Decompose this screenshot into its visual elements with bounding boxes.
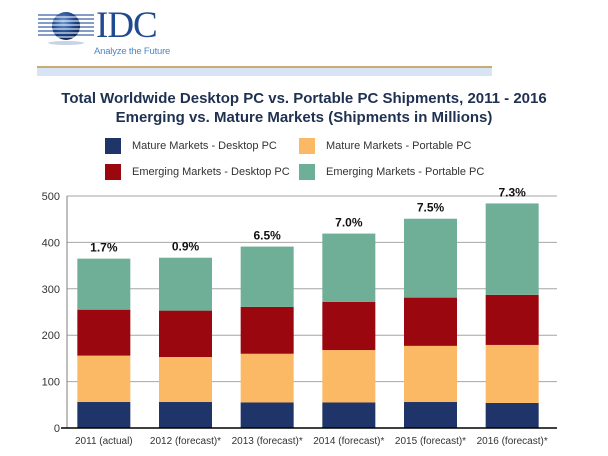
bar-segment [404, 218, 457, 298]
x-tick-label: 2011 (actual) [75, 436, 133, 447]
legend-item-emerging-portable: Emerging Markets - Portable PC [299, 164, 484, 180]
header-band [37, 68, 492, 76]
legend-label: Emerging Markets - Desktop PC [132, 166, 290, 178]
bar-segment [77, 402, 131, 428]
x-tick-label: 2013 (forecast)* [232, 436, 303, 447]
growth-label: 7.3% [498, 185, 526, 199]
bar-segment [404, 297, 457, 346]
globe-icon [38, 12, 94, 45]
bar-segment [159, 310, 212, 358]
bar-segment [77, 309, 131, 356]
bar-segment [322, 350, 376, 403]
bar-segment [240, 402, 294, 428]
growth-label: 6.5% [253, 229, 281, 243]
bar-segment [77, 258, 131, 310]
growth-label: 7.0% [335, 216, 363, 230]
legend-item-mature-desktop: Mature Markets - Desktop PC [105, 138, 277, 154]
chart-title-block: Total Worldwide Desktop PC vs. Portable … [0, 89, 608, 127]
legend-label: Emerging Markets - Portable PC [326, 166, 485, 178]
x-tick-label: 2015 (forecast)* [395, 436, 466, 447]
bar-segment [404, 345, 457, 403]
bar-segment [77, 355, 131, 403]
logo-wordmark: IDC [96, 5, 158, 46]
y-tick-label: 200 [42, 330, 60, 342]
legend-label: Mature Markets - Desktop PC [132, 140, 277, 152]
legend-swatch [299, 164, 315, 180]
bar-segment [159, 357, 212, 403]
bar-segment [322, 301, 376, 351]
chart-title: Total Worldwide Desktop PC vs. Portable … [61, 90, 547, 107]
y-tick-label: 400 [42, 237, 60, 249]
bar-segment [240, 353, 294, 403]
growth-label: 0.9% [172, 240, 200, 254]
legend-item-emerging-desktop: Emerging Markets - Desktop PC [105, 164, 290, 180]
bar-segment [485, 402, 539, 428]
chart-subtitle: Emerging vs. Mature Markets (Shipments i… [115, 109, 493, 126]
idc-logo: IDC Analyze the Future [36, 5, 196, 57]
bar-segment [322, 402, 376, 428]
legend-swatch [105, 138, 121, 154]
bar-segment [240, 246, 294, 307]
legend-swatch [105, 164, 121, 180]
y-tick-label: 300 [42, 284, 60, 296]
logo-tagline: Analyze the Future [94, 46, 171, 57]
x-tick-label: 2012 (forecast)* [150, 436, 221, 447]
growth-label: 7.5% [417, 201, 445, 215]
y-tick-label: 0 [54, 423, 60, 435]
header-rule [37, 66, 492, 68]
bar-segment [485, 344, 539, 403]
y-tick-label: 500 [42, 191, 60, 203]
x-tick-label: 2014 (forecast)* [313, 436, 384, 447]
legend-label: Mature Markets - Portable PC [326, 140, 472, 152]
growth-label: 1.7% [90, 241, 118, 255]
bar-segment [240, 306, 294, 354]
bar-segment [404, 402, 457, 428]
y-tick-label: 100 [42, 377, 60, 389]
legend-item-mature-portable: Mature Markets - Portable PC [299, 138, 472, 154]
bar-segment [485, 203, 539, 295]
bar-segment [159, 402, 212, 428]
bar-segment [322, 233, 376, 302]
legend-swatch [299, 138, 315, 154]
x-tick-label: 2016 (forecast)* [477, 436, 548, 447]
bar-segment [159, 257, 212, 311]
bar-segment [485, 294, 539, 345]
